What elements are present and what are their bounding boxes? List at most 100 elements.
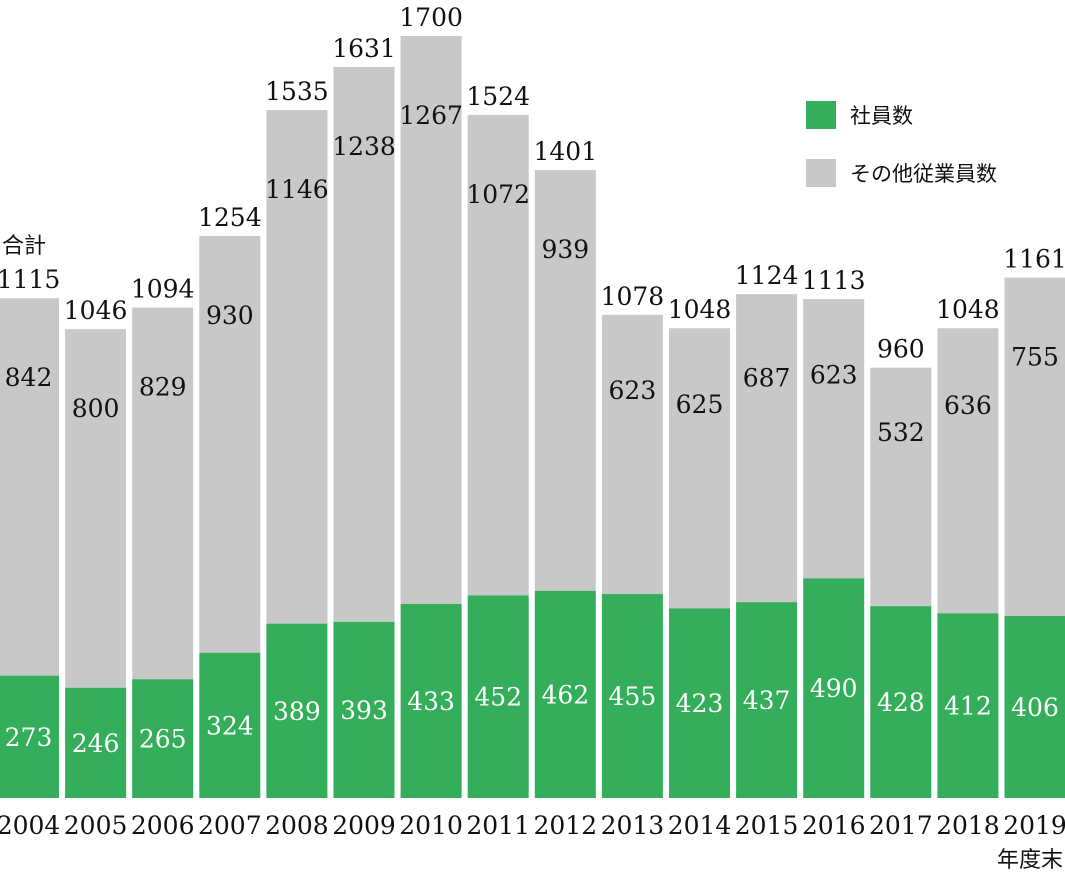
data-label-other-staff-2007: 930 (206, 301, 254, 330)
data-label-other-staff-2018: 636 (944, 391, 992, 420)
data-label-other-staff-2010: 1267 (399, 101, 463, 130)
legend-swatch-employees (806, 101, 836, 129)
bar-employees-2017 (870, 606, 932, 798)
x-tick-label-2018: 2018 (936, 811, 1000, 840)
bar-employees-2014 (669, 608, 730, 798)
data-label-total-2004: 1115 (0, 265, 60, 294)
data-label-employees-2009: 393 (340, 696, 388, 725)
legend-label-other-staff: その他従業員数 (850, 162, 997, 186)
data-label-employees-2008: 389 (273, 697, 321, 726)
data-label-employees-2005: 246 (72, 729, 120, 758)
x-tick-label-2007: 2007 (198, 811, 262, 840)
data-label-total-2010: 1700 (399, 3, 463, 32)
bar-employees-2005 (65, 687, 127, 798)
bar-employees-2011 (467, 595, 529, 798)
data-label-other-staff-2017: 532 (877, 418, 925, 447)
data-label-employees-2013: 455 (609, 682, 657, 711)
x-tick-label-2012: 2012 (533, 811, 597, 840)
data-label-employees-2014: 423 (676, 689, 724, 718)
x-tick-label-2009: 2009 (332, 811, 396, 840)
data-label-other-staff-2008: 1146 (265, 175, 329, 204)
data-label-other-staff-2006: 829 (139, 373, 187, 402)
data-label-total-2016: 1113 (802, 266, 866, 295)
bar-other-staff-2005 (65, 329, 127, 688)
data-label-employees-2010: 433 (407, 687, 455, 716)
data-label-employees-2006: 265 (139, 725, 187, 754)
data-label-total-2008: 1535 (265, 77, 329, 106)
legend-item-other-staff: その他従業員数 (806, 158, 997, 188)
bar-other-staff-2015 (736, 294, 798, 603)
data-label-other-staff-2019: 755 (1011, 343, 1059, 372)
bar-employees-2010 (400, 603, 462, 798)
legend-label-employees: 社員数 (850, 104, 913, 128)
data-label-total-2013: 1078 (601, 282, 665, 311)
bar-employees-2006 (132, 679, 194, 798)
data-label-employees-2018: 412 (944, 692, 992, 721)
bar-other-staff-2017 (870, 367, 932, 607)
x-tick-label-2017: 2017 (869, 811, 933, 840)
data-label-total-2006: 1094 (131, 275, 195, 304)
bar-other-staff-2014 (669, 328, 730, 609)
x-tick-label-2011: 2011 (466, 811, 530, 840)
data-label-total-2005: 1046 (64, 296, 128, 325)
data-label-employees-2011: 452 (474, 683, 522, 712)
bar-other-staff-2007 (199, 235, 261, 653)
bar-other-staff-2008 (266, 109, 328, 624)
bar-other-staff-2013 (601, 314, 663, 595)
x-tick-label-2015: 2015 (735, 811, 799, 840)
x-tick-label-2013: 2013 (601, 811, 665, 840)
data-label-employees-2007: 324 (206, 711, 254, 740)
x-tick-label-2019: 2019 (1003, 811, 1065, 840)
total-label: 合計 (2, 234, 47, 259)
legend-item-employees: 社員数 (806, 100, 913, 130)
x-tick-label-2016: 2016 (802, 811, 866, 840)
bar-other-staff-2016 (803, 299, 865, 579)
data-label-other-staff-2012: 939 (541, 235, 589, 264)
data-label-total-2007: 1254 (198, 203, 262, 232)
bar-employees-2012 (534, 590, 596, 798)
data-label-other-staff-2016: 623 (810, 361, 858, 390)
data-label-total-2009: 1631 (332, 34, 396, 63)
legend-swatch-other-staff (806, 159, 836, 187)
x-axis-label: 年度末 (996, 848, 1063, 873)
bar-employees-2015 (736, 602, 798, 798)
x-tick-label-2014: 2014 (668, 811, 732, 840)
bar-other-staff-2012 (534, 170, 596, 591)
bar-employees-2009 (333, 621, 395, 798)
data-label-other-staff-2015: 687 (743, 363, 791, 392)
data-label-total-2019: 1161 (1003, 245, 1065, 274)
x-tick-label-2005: 2005 (64, 811, 128, 840)
data-label-employees-2004: 273 (5, 723, 53, 752)
bar-employees-2013 (601, 594, 663, 798)
data-label-total-2015: 1124 (735, 261, 799, 290)
bar-other-staff-2009 (333, 66, 395, 622)
data-label-employees-2012: 462 (541, 680, 589, 709)
bar-other-staff-2004 (0, 298, 59, 676)
bar-employees-2016 (803, 578, 865, 798)
data-label-total-2014: 1048 (668, 295, 732, 324)
bar-employees-2008 (266, 623, 328, 798)
data-label-other-staff-2004: 842 (5, 363, 53, 392)
data-label-other-staff-2009: 1238 (332, 132, 396, 161)
bar-other-staff-2010 (400, 36, 462, 604)
data-label-total-2018: 1048 (936, 295, 1000, 324)
data-label-total-2017: 960 (877, 335, 925, 364)
bar-employees-2004 (0, 675, 59, 798)
bar-employees-2007 (199, 652, 261, 798)
x-tick-label-2008: 2008 (265, 811, 329, 840)
x-tick-label-2006: 2006 (131, 811, 195, 840)
data-label-other-staff-2013: 623 (609, 376, 657, 405)
bar-other-staff-2019 (1004, 277, 1065, 617)
bar-employees-2019 (1004, 616, 1065, 798)
data-label-employees-2016: 490 (810, 674, 858, 703)
x-tick-label-2004: 2004 (0, 811, 60, 840)
bar-other-staff-2006 (132, 307, 194, 680)
bar-employees-2018 (937, 613, 999, 798)
bar-other-staff-2011 (467, 114, 529, 596)
data-label-other-staff-2011: 1072 (466, 180, 530, 209)
data-label-employees-2017: 428 (877, 688, 925, 717)
data-label-employees-2019: 406 (1011, 693, 1059, 722)
bar-other-staff-2018 (937, 328, 999, 614)
data-label-total-2011: 1524 (466, 82, 530, 111)
